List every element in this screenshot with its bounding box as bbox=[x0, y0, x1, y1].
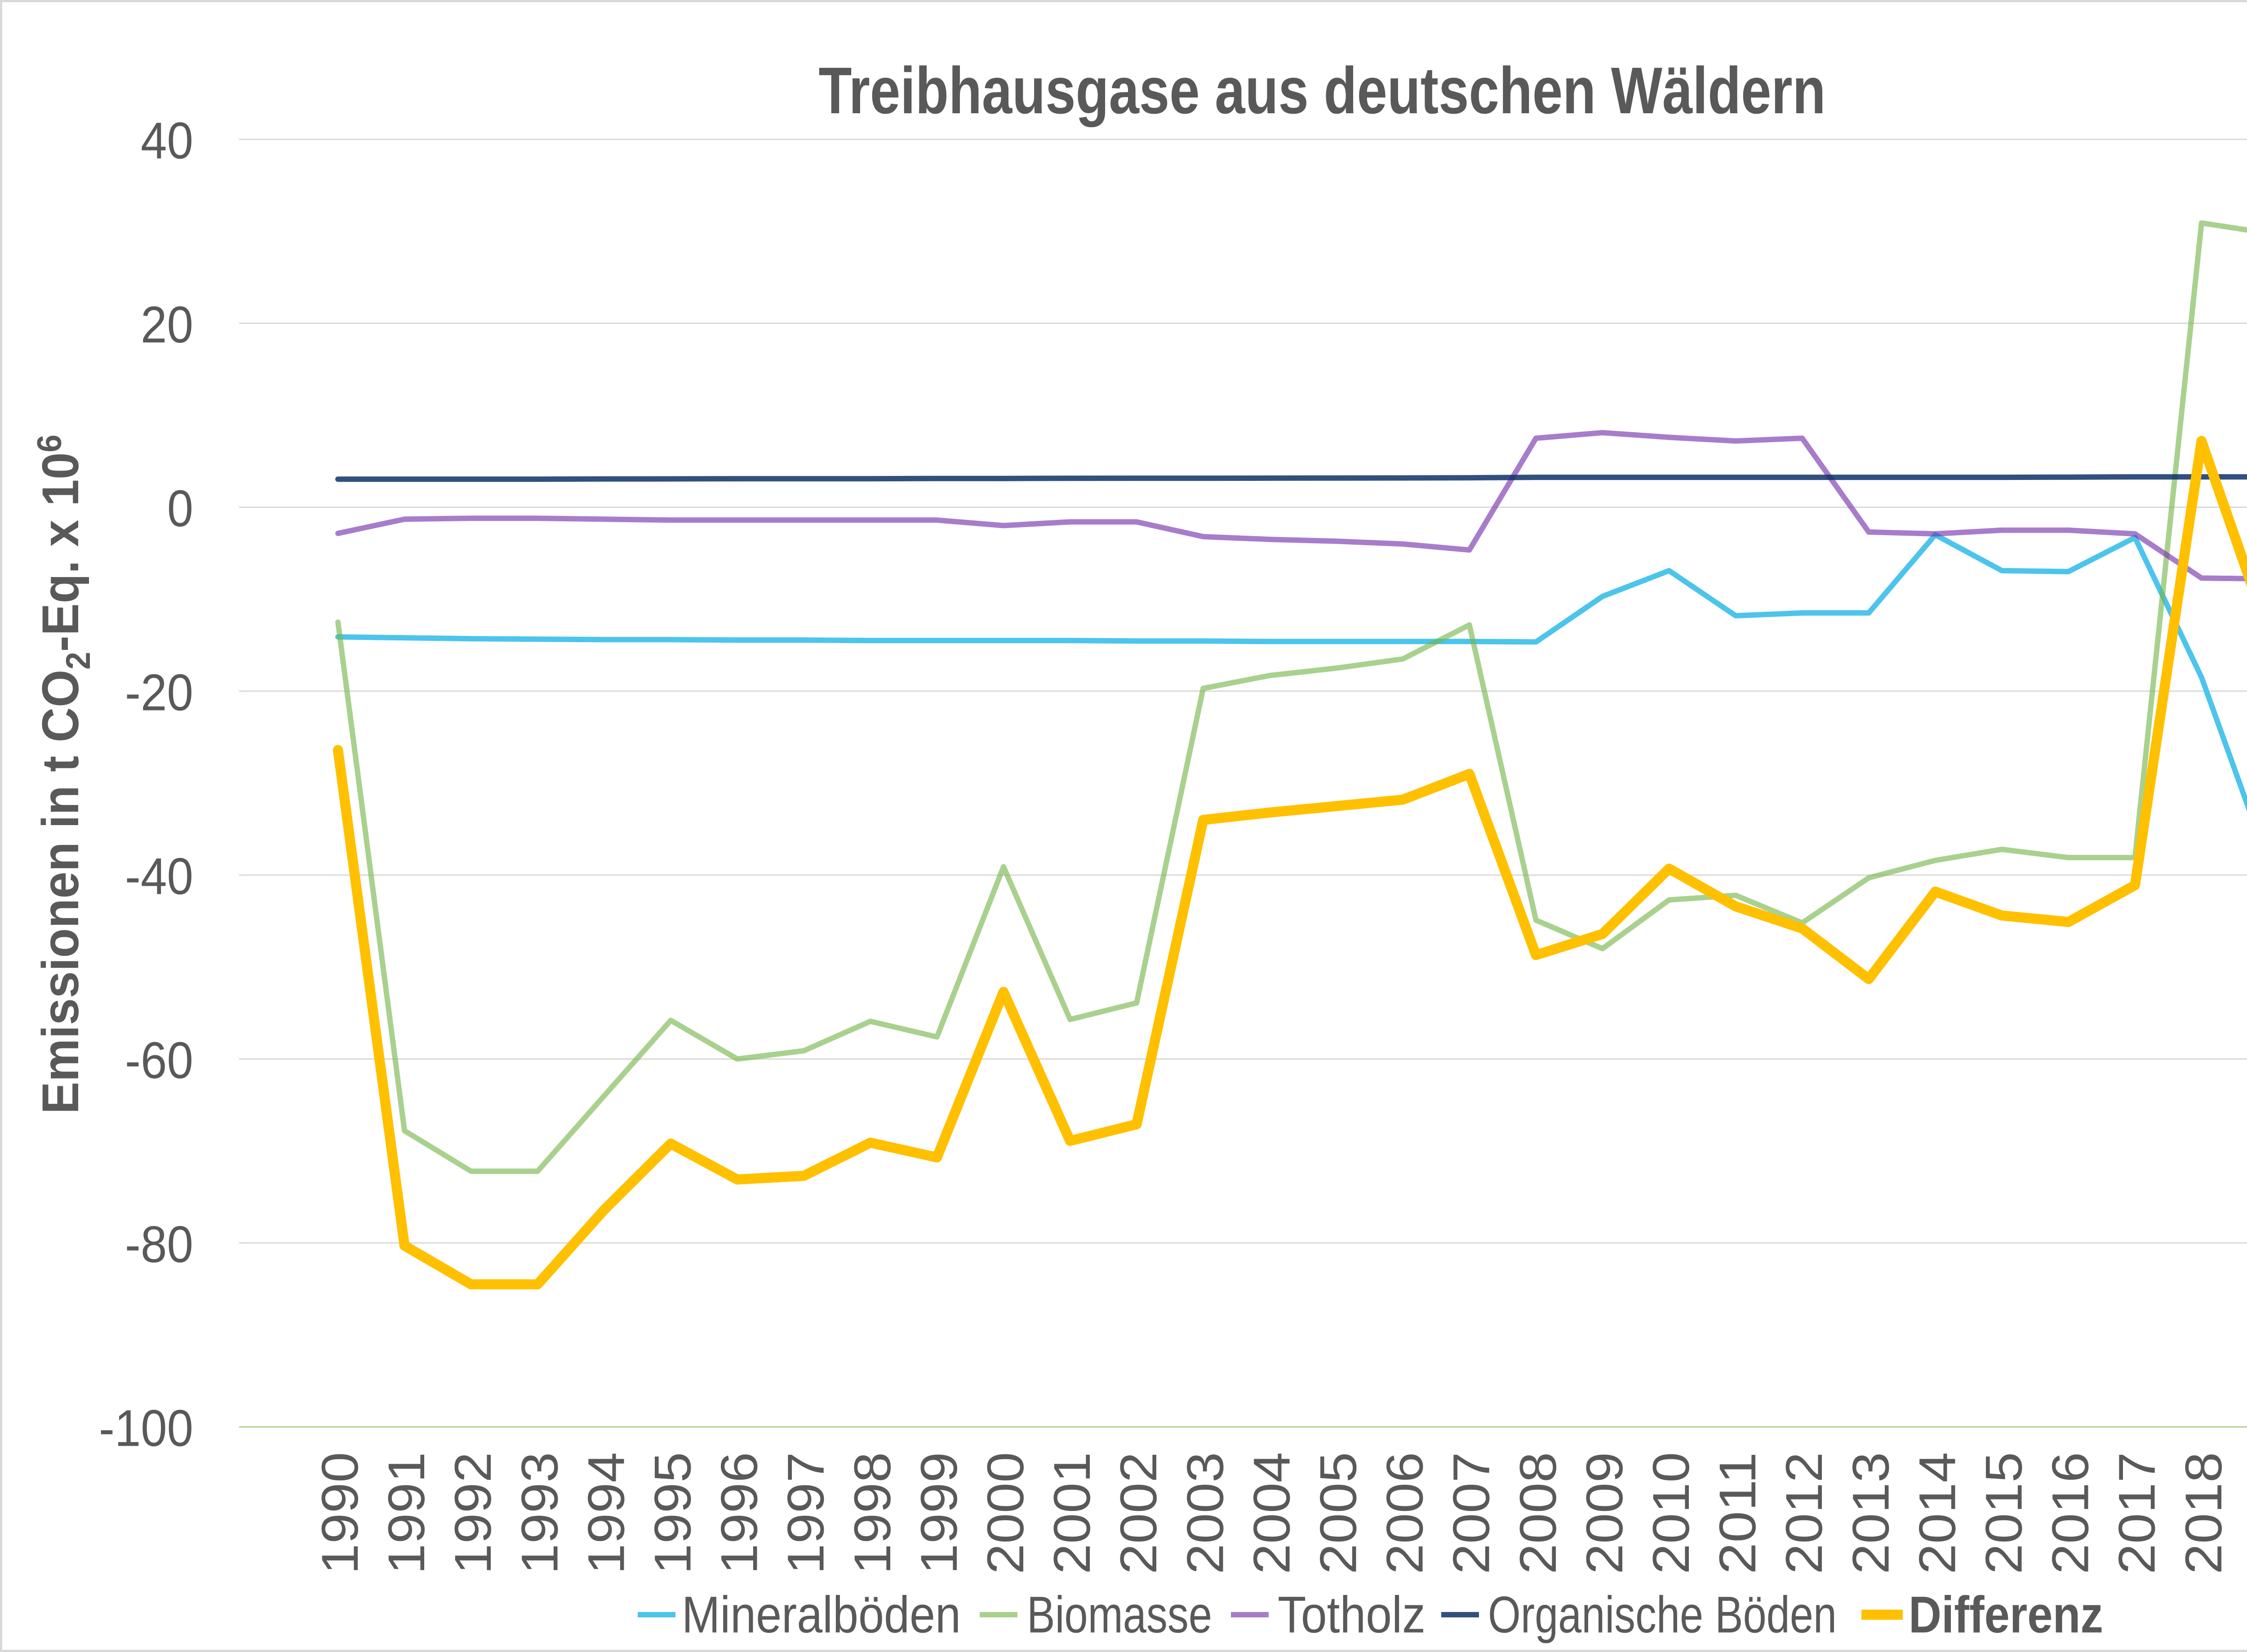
svg-text:2000: 2000 bbox=[977, 1452, 1035, 1574]
svg-text:2003: 2003 bbox=[1177, 1452, 1234, 1574]
svg-text:Emissionen in t CO2-Eq. x 106: Emissionen in t CO2-Eq. x 106 bbox=[31, 435, 98, 1114]
svg-text:1990: 1990 bbox=[311, 1452, 369, 1574]
svg-text:1996: 1996 bbox=[711, 1452, 768, 1574]
svg-text:2007: 2007 bbox=[1443, 1452, 1501, 1574]
svg-text:Differenz: Differenz bbox=[1909, 1586, 2103, 1644]
svg-text:1995: 1995 bbox=[644, 1452, 702, 1574]
svg-text:1992: 1992 bbox=[444, 1452, 502, 1574]
svg-text:Treibhausgase aus deutschen Wä: Treibhausgase aus deutschen Wäldern bbox=[819, 54, 1826, 128]
svg-text:40: 40 bbox=[141, 112, 193, 170]
svg-text:2004: 2004 bbox=[1243, 1452, 1301, 1574]
svg-text:2001: 2001 bbox=[1044, 1452, 1101, 1574]
svg-text:2013: 2013 bbox=[1842, 1452, 1900, 1574]
svg-text:2006: 2006 bbox=[1377, 1452, 1434, 1574]
svg-text:0: 0 bbox=[167, 480, 193, 537]
svg-text:1998: 1998 bbox=[844, 1452, 901, 1574]
svg-text:2019: 2019 bbox=[2242, 1452, 2247, 1574]
svg-text:2002: 2002 bbox=[1110, 1452, 1168, 1574]
svg-text:20: 20 bbox=[141, 296, 193, 354]
svg-text:Biomasse: Biomasse bbox=[1027, 1586, 1212, 1644]
svg-text:2016: 2016 bbox=[2042, 1452, 2100, 1574]
svg-text:-80: -80 bbox=[125, 1216, 193, 1273]
svg-text:2018: 2018 bbox=[2175, 1452, 2233, 1574]
svg-text:-100: -100 bbox=[99, 1400, 193, 1457]
svg-text:1994: 1994 bbox=[577, 1452, 635, 1574]
svg-text:Totholz: Totholz bbox=[1278, 1586, 1425, 1644]
svg-text:1997: 1997 bbox=[777, 1452, 835, 1574]
svg-text:2017: 2017 bbox=[2109, 1452, 2166, 1574]
svg-text:-60: -60 bbox=[125, 1032, 193, 1089]
svg-text:2015: 2015 bbox=[1976, 1452, 2033, 1574]
svg-text:1999: 1999 bbox=[910, 1452, 968, 1574]
svg-text:Organische Böden: Organische Böden bbox=[1488, 1586, 1837, 1644]
svg-text:2012: 2012 bbox=[1776, 1452, 1833, 1574]
svg-text:1993: 1993 bbox=[511, 1452, 568, 1574]
svg-text:2005: 2005 bbox=[1310, 1452, 1368, 1574]
svg-text:2014: 2014 bbox=[1909, 1452, 1966, 1574]
svg-text:-20: -20 bbox=[125, 664, 193, 721]
svg-text:Mineralböden: Mineralböden bbox=[682, 1586, 961, 1644]
svg-text:2008: 2008 bbox=[1510, 1452, 1567, 1574]
svg-text:2009: 2009 bbox=[1576, 1452, 1634, 1574]
svg-text:1991: 1991 bbox=[378, 1452, 435, 1574]
svg-text:2010: 2010 bbox=[1643, 1452, 1700, 1574]
svg-text:2011: 2011 bbox=[1709, 1452, 1767, 1574]
svg-text:-40: -40 bbox=[125, 848, 193, 906]
